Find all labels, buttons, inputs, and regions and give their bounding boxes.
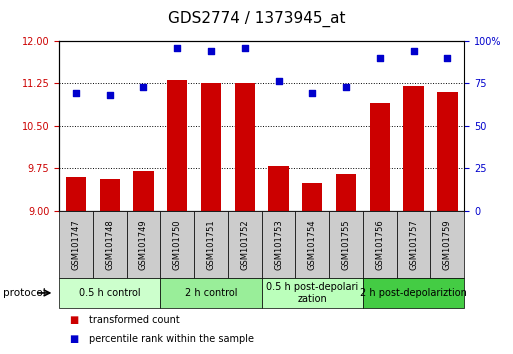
Bar (133, 171, 153, 211)
Text: percentile rank within the sample: percentile rank within the sample (89, 333, 254, 344)
Point (308, 91, 317, 96)
Point (443, 55, 451, 61)
Text: GSM101751: GSM101751 (206, 219, 215, 270)
Point (173, 45, 181, 50)
Text: ■: ■ (69, 333, 78, 344)
Bar (302, 183, 322, 211)
Text: 2 h control: 2 h control (185, 288, 237, 298)
Bar (403, 86, 424, 211)
Point (72, 91, 80, 96)
Point (241, 45, 249, 50)
Text: GSM101747: GSM101747 (71, 219, 81, 270)
Bar (167, 80, 187, 211)
Bar (437, 92, 458, 211)
Bar (370, 103, 390, 211)
Text: 0.5 h post-depolari
zation: 0.5 h post-depolari zation (266, 282, 359, 304)
Point (342, 84, 350, 90)
Bar (100, 179, 120, 211)
Bar (336, 174, 356, 211)
Text: GSM101752: GSM101752 (240, 219, 249, 270)
Point (140, 84, 148, 90)
Text: 2 h post-depolariztion: 2 h post-depolariztion (360, 288, 467, 298)
Text: GSM101755: GSM101755 (342, 219, 350, 270)
Point (106, 92, 114, 98)
Point (207, 48, 215, 54)
Text: GSM101756: GSM101756 (376, 219, 384, 270)
Text: protocol: protocol (3, 288, 45, 298)
Text: GSM101757: GSM101757 (409, 219, 418, 270)
Text: GDS2774 / 1373945_at: GDS2774 / 1373945_at (168, 11, 345, 27)
Text: GSM101754: GSM101754 (308, 219, 317, 270)
Text: transformed count: transformed count (89, 315, 180, 325)
Text: 0.5 h control: 0.5 h control (79, 288, 141, 298)
Point (409, 48, 418, 54)
Bar (201, 83, 221, 211)
Text: ■: ■ (69, 315, 78, 325)
Text: GSM101759: GSM101759 (443, 219, 452, 270)
Bar (234, 83, 255, 211)
Bar (66, 177, 86, 211)
Text: GSM101750: GSM101750 (173, 219, 182, 270)
Text: GSM101749: GSM101749 (139, 219, 148, 270)
Point (376, 55, 384, 61)
Text: GSM101748: GSM101748 (105, 219, 114, 270)
Bar (268, 166, 289, 211)
Text: GSM101753: GSM101753 (274, 219, 283, 270)
Point (274, 79, 283, 84)
